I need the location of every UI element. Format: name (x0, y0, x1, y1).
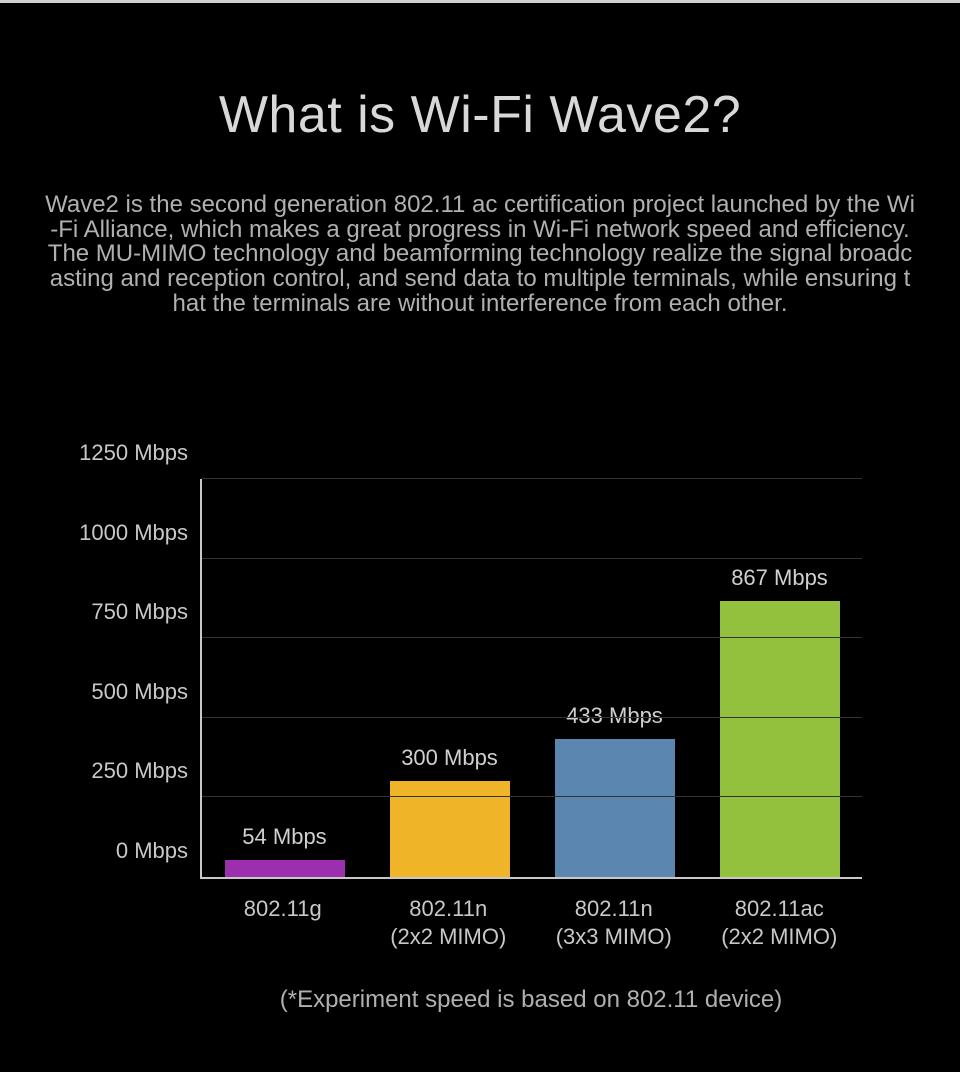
chart-gridline (202, 717, 862, 718)
chart-footnote: (*Experiment speed is based on 802.11 de… (200, 986, 862, 1014)
chart-plot-area: 54 Mbps300 Mbps433 Mbps867 Mbps 0 Mbps25… (200, 479, 862, 879)
chart-gridline (202, 558, 862, 559)
chart-gridline (202, 637, 862, 638)
chart-bar (555, 739, 675, 877)
chart-bar-value-label: 300 Mbps (401, 745, 498, 771)
chart-y-tick-label: 250 Mbps (91, 758, 188, 784)
chart-bar-slot: 54 Mbps (202, 479, 367, 877)
speed-bar-chart: 54 Mbps 300 Mbps 433 Mbps 867 Mbps 0 Mbps 25… (92, 479, 862, 1014)
chart-x-tick-label: 802.11g (200, 879, 366, 950)
chart-bar-value-label: 867 Mbps (731, 565, 828, 591)
chart-y-tick-label: 1250 Mbps (79, 440, 188, 466)
chart-bar (225, 860, 345, 877)
chart-bars-container: 54 Mbps 300 Mbps 433 Mbps 867 Mbps (202, 479, 862, 877)
chart-x-tick-label: 802.11n(3x3 MIMO) (531, 879, 697, 950)
chart-x-labels: 802.11g802.11n(2x2 MIMO)802.11n(3x3 MIMO… (200, 879, 862, 950)
chart-x-tick-label: 802.11ac(2x2 MIMO) (697, 879, 863, 950)
chart-bar-slot: 300 Mbps (367, 479, 532, 877)
chart-y-tick-label: 0 Mbps (116, 838, 188, 864)
chart-x-tick-label: 802.11n(2x2 MIMO) (366, 879, 532, 950)
chart-y-tick-label: 1000 Mbps (79, 520, 188, 546)
chart-bar-slot: 433 Mbps (532, 479, 697, 877)
chart-bar-slot: 867 Mbps (697, 479, 862, 877)
chart-bar-value-label: 54 Mbps (242, 824, 326, 850)
page-title: What is Wi-Fi Wave2? (0, 85, 960, 145)
chart-y-tick-label: 750 Mbps (91, 599, 188, 625)
chart-bar (720, 601, 840, 877)
chart-gridline (202, 478, 862, 479)
description-text: Wave2 is the second generation 802.11 ac… (44, 193, 916, 317)
chart-y-tick-label: 500 Mbps (91, 679, 188, 705)
chart-gridline (202, 796, 862, 797)
